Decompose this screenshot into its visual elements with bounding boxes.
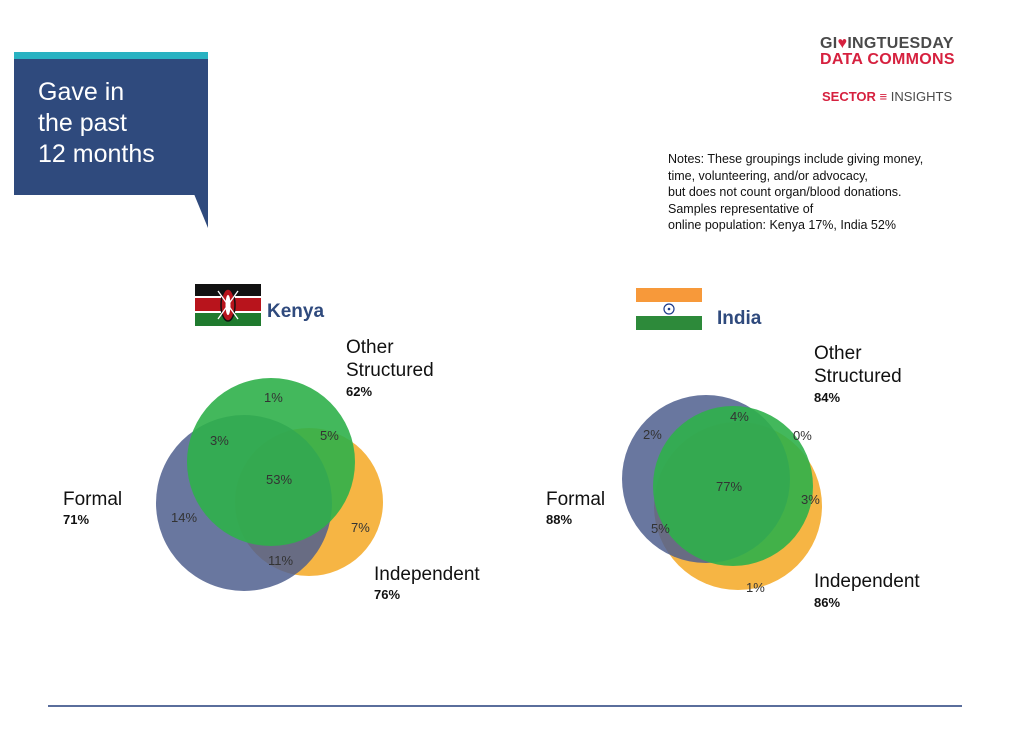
sector-insights-logo: SECTOR ≡ INSIGHTS — [822, 89, 952, 104]
heart-icon: ♥ — [837, 35, 848, 52]
kenya-independent-label: Independent — [374, 564, 480, 585]
india-region-all-three: 77% — [716, 479, 742, 494]
india-country-label: India — [717, 308, 762, 329]
india-other-structured-label: Other Structured — [814, 343, 902, 387]
title-box: Gave in the past 12 months — [14, 59, 208, 195]
kenya-region-all-three: 53% — [266, 472, 292, 487]
kenya-independent-pct: 76% — [374, 587, 401, 602]
kenya-region-other-only: 1% — [264, 390, 283, 405]
kenya-region-formal-only: 14% — [171, 510, 197, 525]
kenya-flag-icon — [195, 284, 261, 326]
logo-text-insights: INSIGHTS — [890, 89, 953, 104]
india-region-formal-only: 2% — [643, 427, 662, 442]
logo-text-sector: SECTOR — [822, 89, 876, 104]
kenya-region-independent-only: 7% — [351, 520, 370, 535]
title-accent-bar — [14, 52, 208, 59]
india-other-structured-circle — [653, 406, 813, 566]
sector-mark-icon: ≡ — [875, 89, 891, 104]
kenya-region-other-independent: 5% — [320, 428, 339, 443]
india-venn: 4% 2% 0% 77% 3% 5% 1% — [622, 395, 822, 595]
logo-text-ingtuesday: INGTUESDAY — [847, 35, 954, 52]
india-region-independent-only: 1% — [746, 580, 765, 595]
notes-line: online population: Kenya 17%, India 52% — [668, 218, 896, 232]
logo-text-gi: GI — [820, 35, 838, 52]
kenya-other-structured-pct: 62% — [346, 384, 373, 399]
india-formal-label: Formal — [546, 489, 606, 510]
bottom-divider — [48, 705, 962, 707]
kenya-venn: 1% 3% 5% 53% 14% 7% 11% — [156, 378, 383, 591]
india-formal-pct: 88% — [546, 512, 573, 527]
kenya-region-formal-other: 3% — [210, 433, 229, 448]
kenya-formal-label: Formal — [63, 489, 123, 510]
india-region-other-only: 0% — [793, 428, 812, 443]
india-flag-icon — [636, 288, 702, 330]
india-region-other-independent: 3% — [801, 492, 820, 507]
notes-line: Samples representative of — [668, 201, 814, 216]
kenya-country-label: Kenya — [267, 301, 325, 322]
notes-line: but does not count organ/blood donations… — [668, 185, 902, 199]
kenya-formal-pct: 71% — [63, 512, 90, 527]
notes: Notes: These groupings include giving mo… — [668, 151, 998, 234]
notes-line: Notes: These groupings include giving mo… — [668, 152, 924, 166]
kenya-other-structured-label: Other Structured — [346, 337, 434, 381]
kenya-region-formal-independent: 11% — [268, 553, 293, 568]
notes-line: time, volunteering, and/or advocacy, — [668, 168, 868, 183]
india-independent-pct: 86% — [814, 595, 841, 610]
page-title: Gave in the past 12 months — [38, 78, 155, 168]
india-other-structured-pct: 84% — [814, 390, 841, 405]
title-box-tail — [194, 194, 208, 228]
givingtuesday-logo-line1: GI♥INGTUESDAY — [820, 35, 954, 53]
india-independent-label: Independent — [814, 571, 920, 592]
kenya-other-structured-circle — [187, 378, 355, 546]
data-commons-logo: DATA COMMONS — [820, 51, 955, 68]
india-region-formal-other: 4% — [730, 409, 749, 424]
india-region-formal-independent: 5% — [651, 521, 670, 536]
